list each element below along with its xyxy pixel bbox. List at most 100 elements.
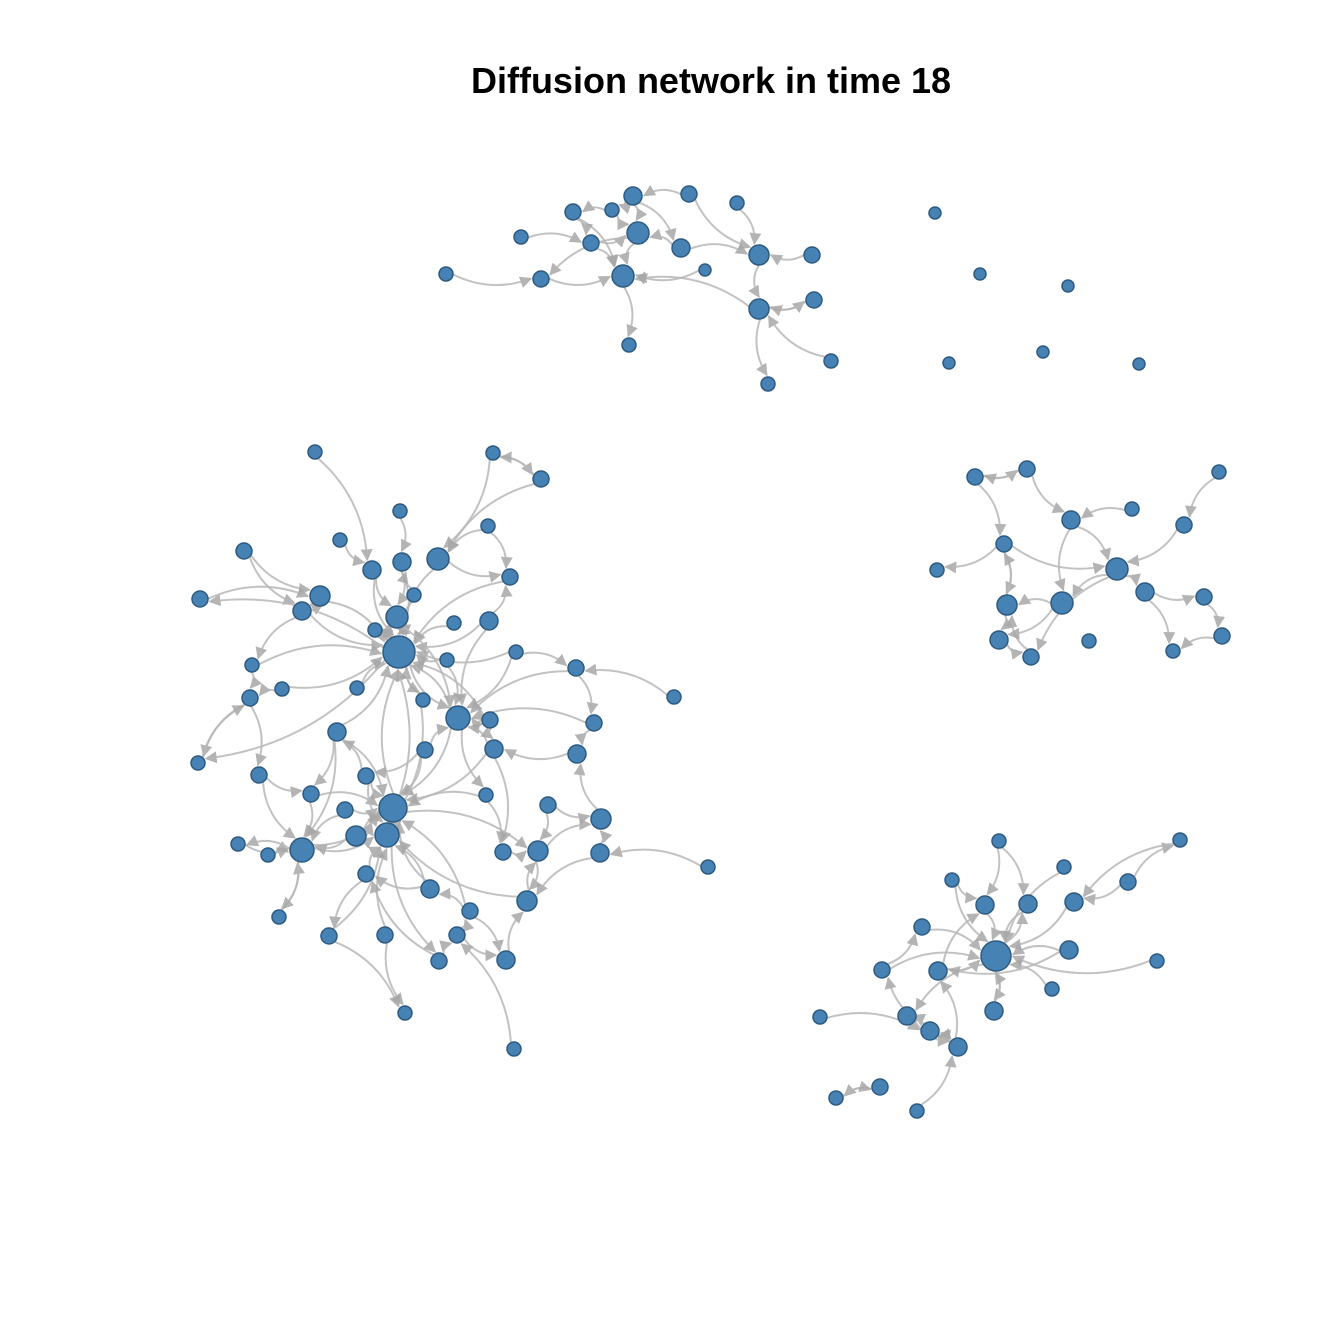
network-edge xyxy=(915,963,984,1011)
network-edge xyxy=(250,554,311,595)
network-node xyxy=(564,203,582,221)
network-node xyxy=(430,952,448,970)
network-edge xyxy=(317,457,373,562)
network-edge xyxy=(577,674,599,715)
network-node xyxy=(378,793,408,823)
network-edge xyxy=(448,560,502,583)
network-node xyxy=(336,801,354,819)
network-node xyxy=(448,926,466,944)
network-edge xyxy=(447,528,483,553)
network-edge xyxy=(249,671,263,689)
network-node xyxy=(942,356,956,370)
network-edge xyxy=(398,840,519,898)
plot-title: Diffusion network in time 18 xyxy=(471,60,951,101)
network-node xyxy=(1165,643,1181,659)
network-node xyxy=(397,1005,413,1021)
network-node xyxy=(805,291,823,309)
network-edge xyxy=(576,217,594,236)
network-edge xyxy=(947,950,1061,978)
network-edge xyxy=(649,228,674,246)
network-node xyxy=(406,587,422,603)
network-edge xyxy=(942,913,980,964)
network-edge xyxy=(404,666,421,693)
network-edge xyxy=(527,231,583,243)
network-node xyxy=(995,535,1013,553)
network-edge xyxy=(454,628,488,706)
network-edge xyxy=(599,830,613,845)
network-node xyxy=(1081,633,1097,649)
network-edge xyxy=(408,663,450,710)
network-edge xyxy=(309,814,340,842)
network-node xyxy=(928,961,948,981)
network-node xyxy=(527,840,549,862)
network-node xyxy=(478,787,494,803)
network-edge xyxy=(460,943,512,1043)
network-edge xyxy=(405,752,488,805)
network-edge xyxy=(258,683,276,697)
network-node xyxy=(481,711,499,729)
network-edge xyxy=(548,275,612,287)
network-node xyxy=(292,601,312,621)
network-edge xyxy=(507,911,524,952)
network-edge xyxy=(1180,636,1215,650)
network-edge xyxy=(201,704,245,758)
network-edge xyxy=(523,861,537,892)
network-edge xyxy=(258,644,383,666)
network-node xyxy=(1105,557,1129,581)
network-node xyxy=(944,872,960,888)
network-edge xyxy=(536,856,593,896)
network-node xyxy=(975,895,995,915)
network-node xyxy=(506,1041,522,1057)
network-node xyxy=(1213,627,1231,645)
network-node xyxy=(392,552,412,572)
network-edge xyxy=(986,913,1003,941)
network-node xyxy=(426,547,450,571)
network-edge xyxy=(313,740,335,786)
network-edge xyxy=(460,729,484,788)
network-node xyxy=(485,445,501,461)
network-node xyxy=(1059,940,1079,960)
network-edge xyxy=(397,570,410,606)
network-edge xyxy=(1076,525,1112,561)
network-node xyxy=(445,705,471,731)
network-node xyxy=(494,843,512,861)
network-node xyxy=(289,837,315,863)
network-node xyxy=(446,615,462,631)
network-node xyxy=(913,918,931,936)
network-edge xyxy=(1031,474,1065,514)
network-edge xyxy=(842,1080,872,1098)
network-node xyxy=(590,843,610,863)
network-edge xyxy=(522,651,568,667)
network-node xyxy=(1195,588,1213,606)
network-node xyxy=(1175,516,1193,534)
network-edge xyxy=(200,703,246,758)
network-edge xyxy=(367,783,384,823)
network-edge xyxy=(573,763,599,811)
network-node xyxy=(996,594,1018,616)
network-edge xyxy=(1083,884,1122,906)
network-edge xyxy=(596,247,618,268)
network-node xyxy=(307,444,323,460)
network-edge xyxy=(329,880,363,929)
network-edge xyxy=(582,200,606,213)
network-edge xyxy=(467,722,489,744)
network-edge xyxy=(634,271,750,308)
network-edge xyxy=(1082,842,1175,898)
network-node xyxy=(823,353,839,369)
network-node xyxy=(415,692,431,708)
network-edge xyxy=(265,777,303,799)
network-node xyxy=(1149,953,1165,969)
network-edge xyxy=(1080,506,1126,519)
network-edge xyxy=(487,801,508,844)
network-edge xyxy=(262,781,296,839)
network-edge xyxy=(1000,614,1014,631)
network-edge xyxy=(618,242,635,265)
network-node xyxy=(748,298,770,320)
network-edge xyxy=(406,809,528,849)
network-edge xyxy=(380,668,400,795)
network-node xyxy=(700,859,716,875)
network-node xyxy=(439,652,455,668)
network-edge xyxy=(755,318,768,377)
network-edge xyxy=(1011,955,1151,975)
network-edge xyxy=(584,663,668,696)
